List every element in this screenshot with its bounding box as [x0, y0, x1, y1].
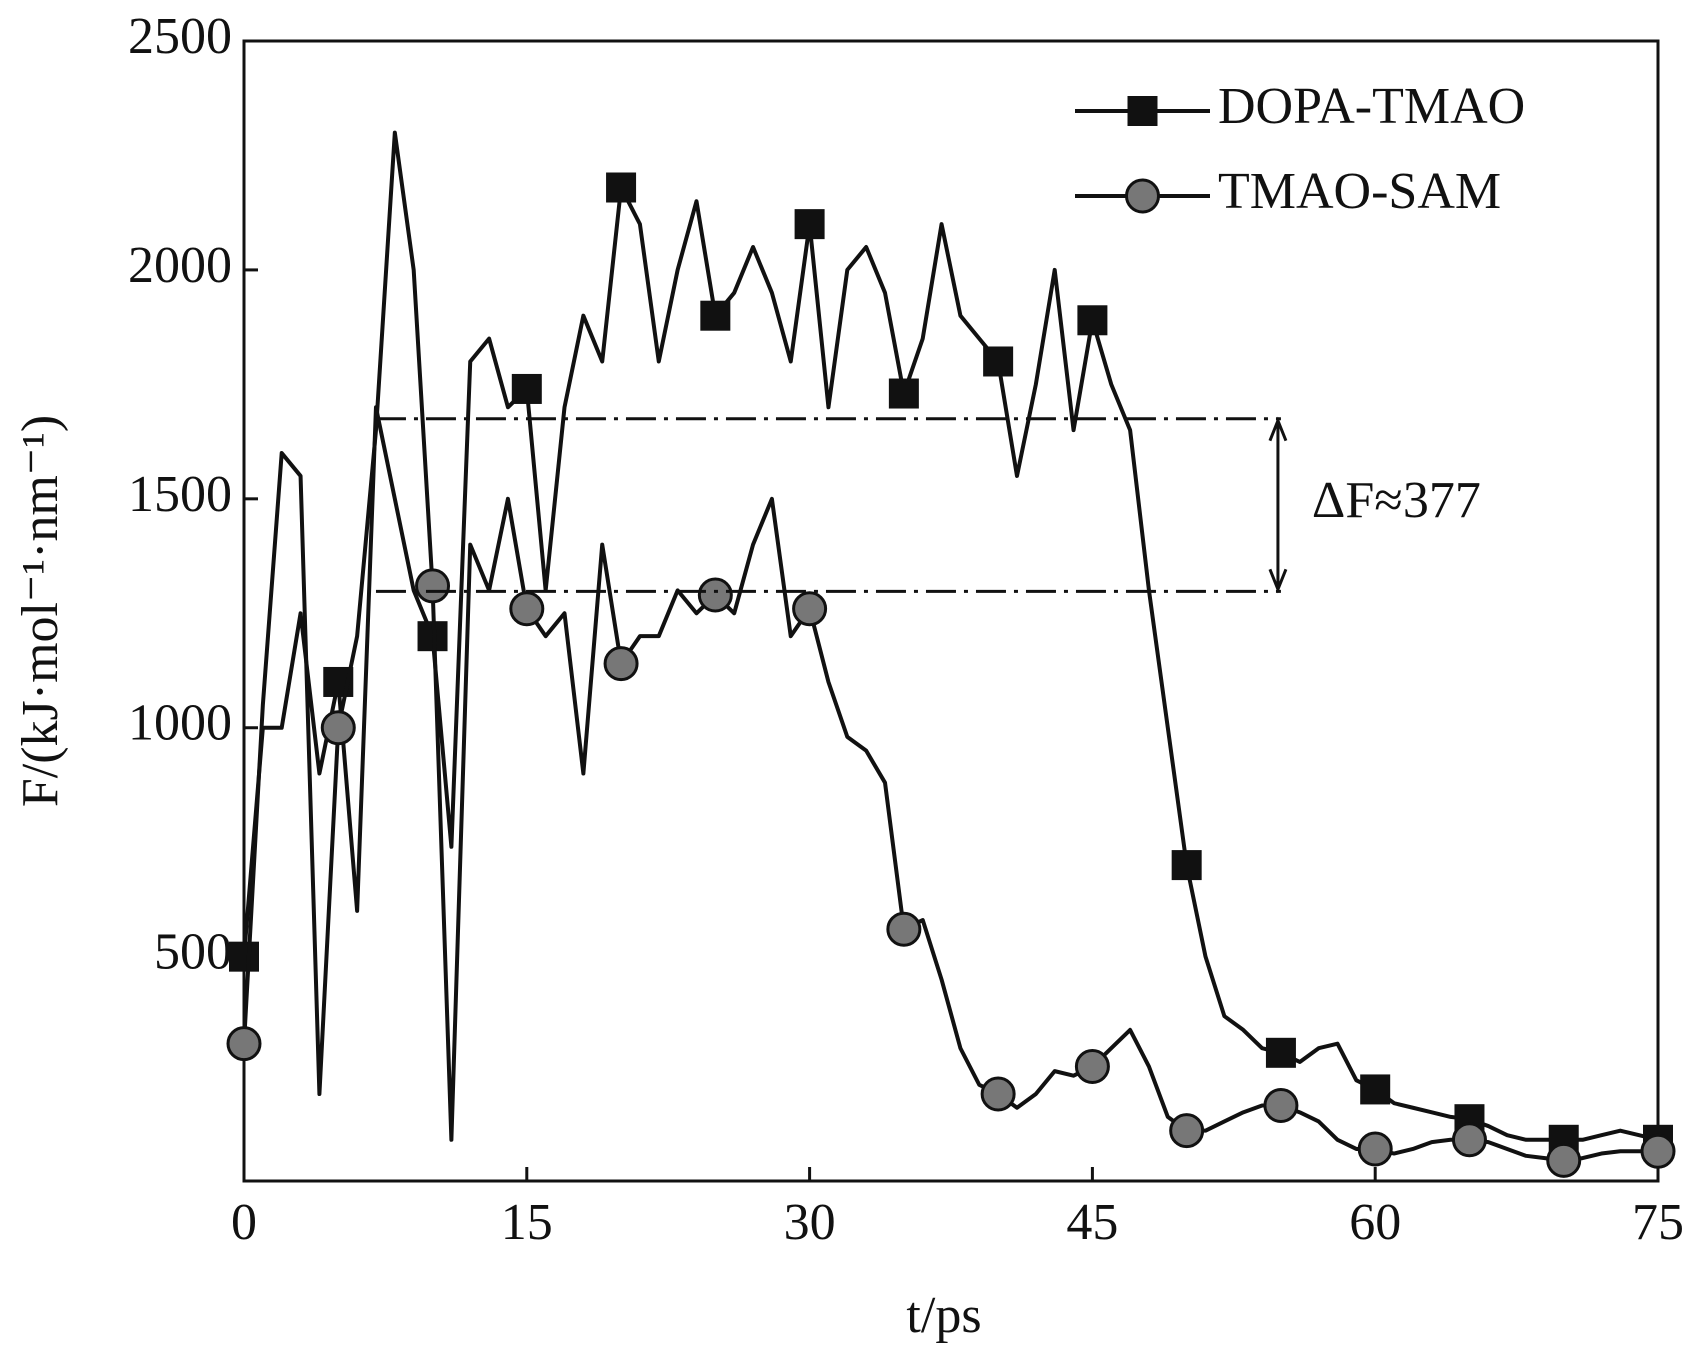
marker	[1360, 1074, 1391, 1105]
series-line	[242, 130, 1658, 1163]
marker	[700, 300, 731, 331]
marker	[886, 911, 922, 947]
marker	[1265, 1037, 1296, 1068]
y-axis-label: F/(kJ·mol⁻¹·nm⁻¹)	[12, 415, 69, 807]
marker	[1263, 1087, 1299, 1123]
legend-marker	[1127, 96, 1158, 126]
marker	[415, 568, 451, 604]
y-tick-label: 2000	[128, 237, 232, 294]
marker	[980, 1076, 1016, 1112]
marker	[229, 941, 259, 972]
marker	[1546, 1142, 1582, 1178]
marker	[1357, 1131, 1393, 1167]
marker	[888, 378, 919, 409]
y-tick-label: 1000	[128, 695, 232, 752]
x-tick-label: 45	[1066, 1194, 1118, 1251]
marker	[794, 209, 825, 240]
marker	[511, 373, 542, 404]
marker	[1640, 1133, 1676, 1169]
legend-label: TMAO-SAM	[1218, 163, 1501, 220]
marker	[1169, 1113, 1205, 1149]
marker	[226, 1026, 262, 1062]
x-tick-label: 60	[1349, 1194, 1401, 1251]
x-tick-label: 30	[784, 1194, 836, 1251]
plot-frame	[242, 39, 1660, 1183]
x-axis-label: t/ps	[906, 1287, 981, 1344]
marker	[606, 172, 637, 203]
x-tick-label: 0	[231, 1194, 257, 1251]
y-tick-label: 1500	[128, 466, 232, 523]
legend-marker	[1125, 178, 1160, 214]
marker	[983, 346, 1014, 377]
annotation: ΔF≈377	[1312, 472, 1481, 529]
marker	[603, 646, 639, 682]
legend-label: DOPA-TMAO	[1218, 78, 1525, 135]
arrow-head	[1268, 416, 1288, 594]
marker	[1074, 1049, 1110, 1085]
marker	[697, 577, 733, 613]
x-tick-label: 15	[501, 1194, 553, 1251]
x-tick-label: 75	[1632, 1194, 1684, 1251]
marker	[509, 591, 545, 627]
marker	[320, 710, 356, 746]
marker	[792, 591, 828, 627]
y-tick-label: 2500	[128, 8, 232, 65]
y-tick-label: 500	[154, 924, 232, 981]
marker	[1077, 305, 1108, 336]
marker	[1451, 1122, 1487, 1158]
marker	[1171, 850, 1202, 881]
series-line	[242, 185, 1659, 1142]
